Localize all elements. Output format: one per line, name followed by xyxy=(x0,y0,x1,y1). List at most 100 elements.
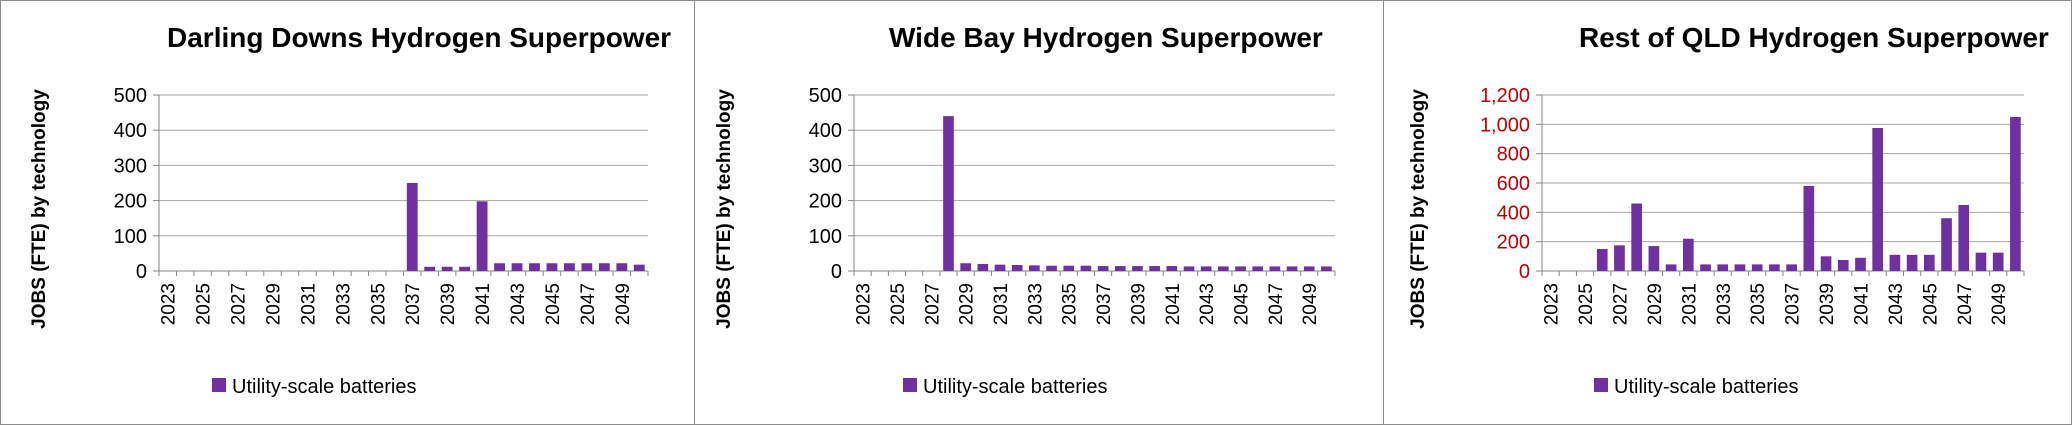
bar xyxy=(598,263,610,271)
x-tick-label: 2025 xyxy=(1576,283,1597,325)
bar xyxy=(563,263,575,271)
bar xyxy=(1252,266,1264,271)
legend-label: Utility-scale batteries xyxy=(923,376,1108,398)
bar xyxy=(1029,265,1040,271)
x-tick-label: 2035 xyxy=(1060,283,1081,325)
x-tick-label: 2041 xyxy=(473,283,494,325)
x-tick-label: 2027 xyxy=(229,283,250,325)
x-tick-label: 2035 xyxy=(368,283,389,325)
bar xyxy=(1063,265,1075,271)
bar xyxy=(1923,254,1935,271)
bar xyxy=(1166,266,1178,271)
y-tick-label: 200 xyxy=(809,191,842,213)
chart-title: Rest of QLD Hydrogen Superpower xyxy=(1579,22,2049,53)
bar xyxy=(1665,264,1677,271)
bar xyxy=(1097,266,1109,271)
x-tick-label: 2043 xyxy=(1197,283,1218,325)
x-tick-label: 2033 xyxy=(333,283,354,325)
bar xyxy=(1872,128,1884,271)
chart-title: Darling Downs Hydrogen Superpower xyxy=(167,22,671,53)
x-tick-label: 2023 xyxy=(854,283,875,325)
x-tick-label: 2025 xyxy=(888,283,909,325)
bar xyxy=(1855,257,1866,271)
y-tick-label: 0 xyxy=(136,261,147,283)
bar xyxy=(581,263,593,271)
bar xyxy=(1958,205,1970,271)
bar xyxy=(1889,254,1901,271)
bar xyxy=(476,201,488,271)
bar xyxy=(511,263,523,271)
bar xyxy=(1011,265,1023,271)
legend-label: Utility-scale batteries xyxy=(1614,376,1799,398)
x-tick-label: 2037 xyxy=(1094,283,1115,325)
legend-swatch xyxy=(1594,378,1608,392)
x-tick-label: 2035 xyxy=(1748,283,1769,325)
x-tick-label: 2039 xyxy=(1817,283,1838,325)
x-tick-label: 2043 xyxy=(1886,283,1907,325)
bar xyxy=(1734,264,1746,271)
chart-svg: Darling Downs Hydrogen Superpower JOBS (F… xyxy=(29,22,671,398)
y-tick-label: 400 xyxy=(809,120,842,142)
legend-swatch xyxy=(212,378,226,392)
y-tick-label: 1,200 xyxy=(1480,85,1530,107)
bar xyxy=(1717,264,1729,271)
x-tick-label: 2041 xyxy=(1163,283,1184,325)
y-tick-label: 0 xyxy=(831,261,842,283)
bar xyxy=(1975,252,1987,271)
bar xyxy=(616,263,628,271)
bar xyxy=(633,264,645,271)
bar xyxy=(1682,238,1694,271)
y-tick-label: 1,000 xyxy=(1480,114,1530,136)
y-tick-label: 300 xyxy=(114,155,147,177)
x-tick-label: 2049 xyxy=(613,283,634,325)
bar xyxy=(1820,256,1832,271)
y-tick-label: 0 xyxy=(1519,261,1530,283)
y-axis-label: JOBS (FTE) by technology xyxy=(29,89,50,329)
legend-label: Utility-scale batteries xyxy=(232,376,417,398)
bar xyxy=(1149,266,1160,271)
x-tick-label: 2049 xyxy=(1989,283,2010,325)
bar xyxy=(1700,264,1711,271)
bar xyxy=(1992,252,2004,271)
legend-swatch xyxy=(903,378,917,392)
bar xyxy=(1269,266,1281,271)
bar xyxy=(1769,264,1780,271)
bar xyxy=(1286,266,1298,271)
x-tick-label: 2025 xyxy=(194,283,215,325)
y-tick-label: 200 xyxy=(114,191,147,213)
chart-panel-darling-downs: Darling Downs Hydrogen Superpower JOBS (F… xyxy=(0,0,695,425)
chart-svg: Wide Bay Hydrogen Superpower JOBS (FTE) b… xyxy=(714,22,1336,398)
x-tick-label: 2047 xyxy=(1266,283,1287,325)
x-tick-label: 2027 xyxy=(922,283,943,325)
bar xyxy=(2010,117,2021,271)
y-axis-label: JOBS (FTE) by technology xyxy=(1408,89,1429,329)
x-tick-label: 2043 xyxy=(508,283,529,325)
bar xyxy=(1080,265,1092,271)
x-tick-label: 2029 xyxy=(1645,283,1666,325)
bar xyxy=(1132,266,1143,271)
bar xyxy=(1183,266,1195,271)
chart-panel-rest-of-qld: Rest of QLD Hydrogen Superpower JOBS (FTE… xyxy=(1383,0,2072,425)
x-tick-label: 2037 xyxy=(1783,283,1804,325)
bar xyxy=(406,183,418,271)
x-tick-label: 2033 xyxy=(1025,283,1046,325)
bar xyxy=(1114,266,1126,271)
bar xyxy=(424,266,436,271)
bar xyxy=(546,263,558,271)
bar xyxy=(1803,185,1815,271)
x-tick-label: 2031 xyxy=(991,283,1012,325)
chart-panel-wide-bay: Wide Bay Hydrogen Superpower JOBS (FTE) b… xyxy=(694,0,1384,425)
x-tick-label: 2039 xyxy=(1128,283,1149,325)
bar xyxy=(1235,266,1246,271)
bar xyxy=(1046,265,1057,271)
y-tick-label: 400 xyxy=(1497,202,1530,224)
y-tick-label: 200 xyxy=(1497,232,1530,254)
y-tick-label: 600 xyxy=(1497,173,1530,195)
x-tick-label: 2033 xyxy=(1714,283,1735,325)
bar xyxy=(1648,246,1660,271)
x-tick-label: 2023 xyxy=(1542,283,1563,325)
bar xyxy=(943,116,954,272)
x-tick-label: 2031 xyxy=(298,283,319,325)
bar xyxy=(977,263,989,271)
x-tick-label: 2047 xyxy=(578,283,599,325)
